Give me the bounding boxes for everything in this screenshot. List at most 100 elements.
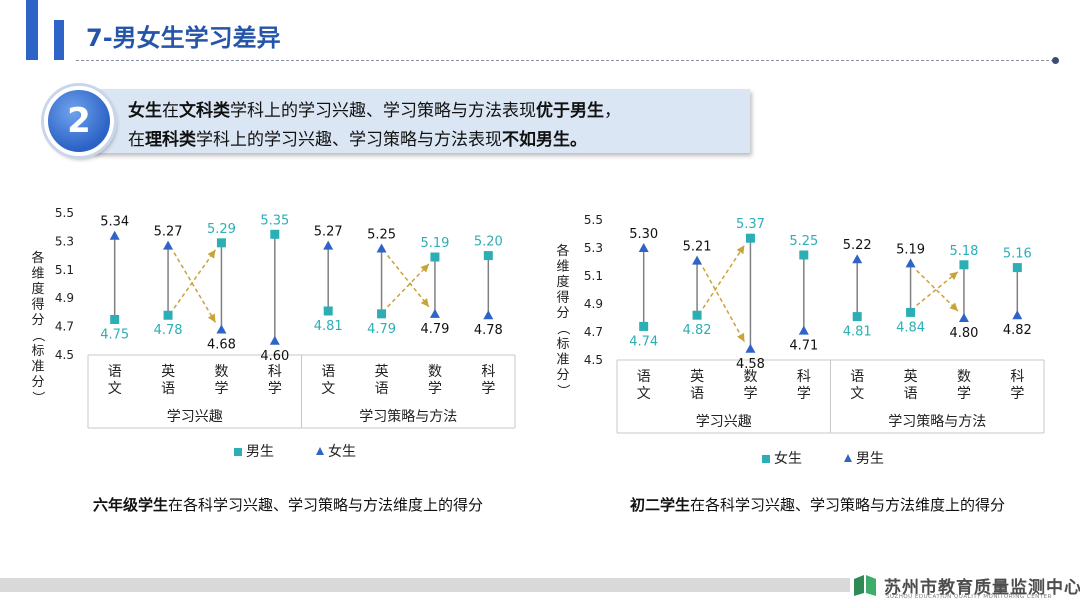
square-marker — [799, 250, 809, 260]
cross-arrowhead — [949, 302, 958, 311]
square-marker — [483, 251, 493, 261]
triangle-marker — [852, 254, 863, 264]
title-accent-bar — [26, 0, 38, 60]
chart-caption-grade6: 六年级学生在各科学习兴趣、学习策略与方法维度上的得分 — [93, 494, 483, 515]
x-tick-label-char: 科 — [268, 364, 282, 380]
x-tick-label-char: 学 — [957, 386, 971, 402]
triangle-marker — [163, 240, 174, 250]
square-data-label: 5.18 — [949, 244, 978, 259]
cross-arrow-line — [702, 267, 746, 343]
callout-line1-segment: 在 — [162, 101, 179, 121]
x-tick-label-char: 数 — [428, 364, 442, 380]
y-axis-title-char: 度 — [556, 274, 569, 290]
y-axis-title-char: 各 — [31, 250, 44, 266]
y-axis-title-char: 分 — [31, 375, 44, 390]
page-title: 7-男女生学习差异 — [86, 24, 281, 52]
square-data-label: 5.16 — [1003, 247, 1032, 262]
x-tick-label-char: 学 — [743, 386, 757, 402]
triangle-marker — [638, 243, 649, 252]
title-accent-bar-small — [54, 20, 64, 60]
triangle-marker — [905, 258, 916, 268]
y-tick-label: 4.7 — [55, 320, 74, 334]
square-data-label: 4.81 — [314, 319, 343, 334]
triangle-data-label: 5.21 — [683, 240, 712, 255]
callout-line2-segment: 在 — [128, 130, 145, 150]
triangle-data-label: 5.27 — [314, 225, 343, 240]
y-axis-title-char: 得 — [31, 297, 44, 313]
triangle-data-label: 4.80 — [949, 326, 978, 341]
callout-line1-segment: 文科类 — [179, 101, 230, 121]
y-axis-title-char: ） — [555, 384, 570, 397]
legend-label: 男生 — [856, 451, 884, 467]
x-tick-label-char: 科 — [1010, 369, 1024, 385]
triangle-data-label: 5.19 — [896, 242, 925, 257]
triangle-data-label: 5.30 — [629, 227, 658, 242]
square-data-label: 4.78 — [154, 323, 183, 338]
x-tick-label-char: 学 — [481, 381, 495, 397]
x-tick-label-char: 文 — [321, 381, 335, 397]
x-tick-label-char: 语 — [161, 381, 175, 397]
callout-line1-segment: 女生 — [128, 101, 162, 121]
x-tick-label-char: 文 — [850, 386, 864, 402]
callout-line-2: 在理科类学科上的学习兴趣、学习策略与方法表现不如男生。 — [128, 125, 587, 150]
cross-arrowhead — [420, 298, 429, 307]
footer-bar — [0, 578, 850, 592]
square-data-label: 5.25 — [789, 234, 818, 249]
y-axis-title-char: 度 — [31, 281, 44, 297]
y-axis-title-char: 标 — [556, 337, 569, 352]
chart-1 — [616, 233, 1045, 463]
x-tick-label-char: 语 — [375, 381, 389, 397]
legend-triangle-icon — [844, 454, 852, 462]
triangle-data-label: 5.34 — [100, 215, 129, 230]
cross-arrowhead — [420, 264, 429, 273]
callout-line2-segment: 理科类 — [145, 130, 196, 150]
square-marker — [163, 310, 173, 320]
cross-arrow-line — [173, 249, 217, 309]
x-tick-label-char: 数 — [743, 369, 757, 385]
square-marker — [906, 307, 916, 317]
cross-arrowhead — [949, 271, 958, 280]
callout-line2-segment: 学科上的学习兴趣、学习策略与方法表现 — [196, 130, 502, 150]
x-tick-label-char: 语 — [108, 364, 122, 380]
cross-arrow-line — [702, 244, 746, 309]
x-tick-label-char: 语 — [690, 386, 704, 402]
square-marker — [323, 306, 333, 316]
triangle-marker — [1012, 310, 1023, 320]
legend-label: 女生 — [774, 450, 802, 467]
triangle-marker — [323, 240, 334, 250]
y-tick-label: 4.5 — [55, 348, 74, 362]
legend-square-icon — [762, 455, 770, 463]
cross-arrow-line — [173, 252, 217, 323]
x-tick-label-char: 语 — [321, 364, 335, 380]
x-group-label: 学习策略与方法 — [888, 413, 986, 430]
triangle-marker — [483, 310, 494, 320]
square-marker — [1012, 263, 1022, 273]
cross-arrow-line — [916, 269, 959, 312]
callout-line1-segment: 优于男生 — [536, 101, 604, 121]
x-tick-label-char: 科 — [797, 369, 811, 385]
triangle-marker — [216, 324, 227, 334]
x-group-label: 学习兴趣 — [167, 409, 223, 425]
y-axis-title-char: 分 — [556, 368, 569, 383]
triangle-data-label: 4.58 — [736, 357, 765, 372]
y-axis-title-char: 分 — [31, 313, 44, 328]
triangle-marker — [745, 343, 756, 353]
x-tick-label-char: 英 — [904, 368, 918, 385]
legend-square-icon — [234, 448, 242, 456]
y-axis-title-char: 标 — [31, 344, 44, 359]
cross-arrow-line — [387, 263, 430, 308]
triangle-marker — [692, 255, 703, 265]
square-marker — [745, 233, 755, 243]
footer-organization-english: SUZHOU EDUCATION QUALITY MONITORING CENT… — [886, 594, 1052, 600]
y-tick-label: 4.9 — [584, 297, 603, 311]
square-data-label: 4.82 — [683, 323, 712, 338]
triangle-marker — [109, 230, 120, 240]
triangle-data-label: 5.27 — [154, 225, 183, 240]
square-marker — [430, 252, 440, 262]
square-marker — [692, 310, 702, 320]
square-data-label: 4.84 — [896, 320, 925, 335]
y-tick-label: 5.5 — [584, 213, 603, 227]
x-tick-label-char: 英 — [375, 363, 389, 380]
square-data-label: 5.29 — [207, 222, 236, 237]
legend-label: 男生 — [246, 444, 274, 460]
